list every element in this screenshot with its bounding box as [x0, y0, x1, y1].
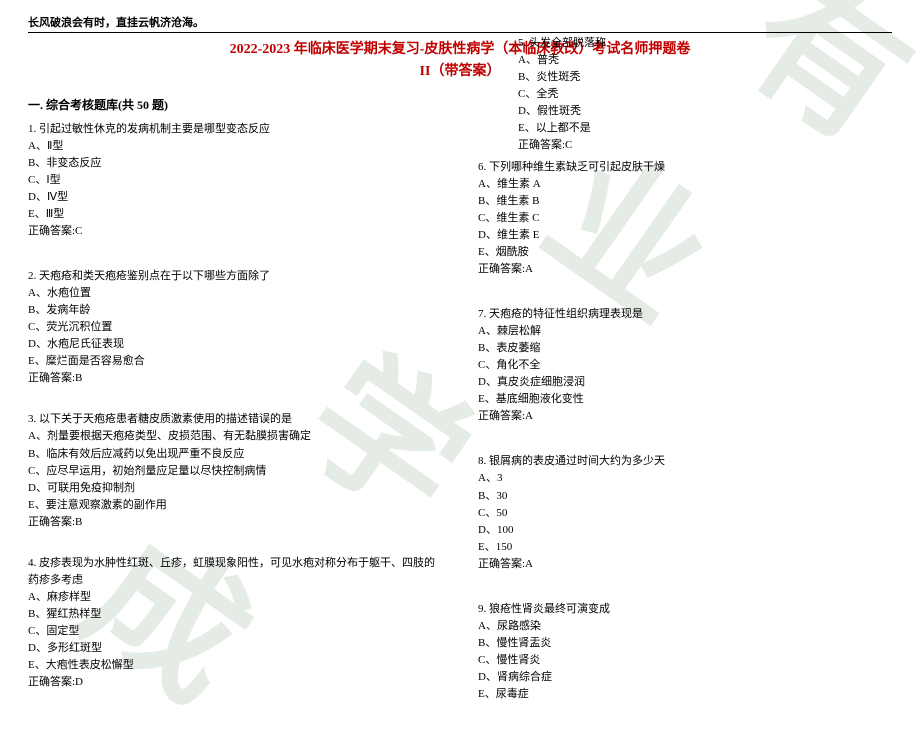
question-text: 3. 以下关于天疱疮患者糖皮质激素使用的描述错误的是	[28, 411, 442, 428]
question-text: 6. 下列哪种维生素缺乏可引起皮肤干燥	[478, 159, 892, 176]
option-e: E、Ⅲ型	[28, 206, 442, 223]
question-text: 9. 狼疮性肾炎最终可演变成	[478, 601, 892, 618]
option-d: D、真皮炎症细胞浸润	[478, 374, 892, 391]
question-text: 4. 皮疹表现为水肿性红斑、丘疹，虹膜现象阳性，可见水疱对称分布于躯干、四肢的药…	[28, 555, 442, 589]
option-e: E、以上都不是	[518, 120, 878, 137]
option-d: D、多形红斑型	[28, 640, 442, 657]
option-c: C、慢性肾炎	[478, 652, 892, 669]
question-4: 4. 皮疹表现为水肿性红斑、丘疹，虹膜现象阳性，可见水疱对称分布于躯干、四肢的药…	[28, 555, 442, 691]
question-text: 5. 头发全部脱落称	[518, 35, 878, 52]
option-b: B、发病年龄	[28, 302, 442, 319]
option-c: C、荧光沉积位置	[28, 319, 442, 336]
option-d: D、假性斑秃	[518, 103, 878, 120]
two-column-layout: 1. 引起过敏性休克的发病机制主要是哪型变态反应 A、Ⅱ型 B、非变态反应 C、…	[28, 121, 892, 721]
option-c: C、Ⅰ型	[28, 172, 442, 189]
question-text: 7. 天疱疮的特征性组织病理表现是	[478, 306, 892, 323]
question-5: 5. 头发全部脱落称 A、普秃 B、炎性斑秃 C、全秃 D、假性斑秃 E、以上都…	[518, 35, 878, 154]
question-6: 6. 下列哪种维生素缺乏可引起皮肤干燥 A、维生素 A B、维生素 B C、维生…	[478, 159, 892, 278]
option-b: B、表皮萎缩	[478, 340, 892, 357]
title-line-2: II（带答案）	[420, 64, 501, 79]
answer: 正确答案:A	[478, 556, 892, 573]
page-content: 长风破浪会有时，直挂云帆济沧海。 2022-2023 年临床医学期末复习-皮肤性…	[28, 14, 892, 721]
option-e: E、烟酰胺	[478, 244, 892, 261]
answer: 正确答案:C	[518, 137, 878, 154]
option-b: B、临床有效后应减药以免出现严重不良反应	[28, 446, 442, 463]
option-c: C、应尽早运用，初始剂量应足量以尽快控制病情	[28, 463, 442, 480]
option-a: A、Ⅱ型	[28, 138, 442, 155]
header-quote: 长风破浪会有时，直挂云帆济沧海。	[28, 14, 892, 30]
option-d: D、Ⅳ型	[28, 189, 442, 206]
option-a: A、剂量要根据天疱疮类型、皮损范围、有无黏膜损害确定	[28, 428, 442, 445]
option-a: A、普秃	[518, 52, 878, 69]
answer: 正确答案:A	[478, 261, 892, 278]
header-divider	[28, 32, 892, 33]
question-text: 1. 引起过敏性休克的发病机制主要是哪型变态反应	[28, 121, 442, 138]
option-c: C、固定型	[28, 623, 442, 640]
option-b: B、猩红热样型	[28, 606, 442, 623]
question-2: 2. 天疱疮和类天疱疮鉴别点在于以下哪些方面除了 A、水疱位置 B、发病年龄 C…	[28, 268, 442, 387]
answer: 正确答案:A	[478, 408, 892, 425]
option-a: A、尿路感染	[478, 618, 892, 635]
option-c: C、维生素 C	[478, 210, 892, 227]
option-a: A、维生素 A	[478, 176, 892, 193]
left-column: 1. 引起过敏性休克的发病机制主要是哪型变态反应 A、Ⅱ型 B、非变态反应 C、…	[28, 121, 442, 721]
option-c: C、角化不全	[478, 357, 892, 374]
option-b: B、30	[478, 488, 892, 505]
option-a: A、3	[478, 470, 892, 487]
option-d: D、维生素 E	[478, 227, 892, 244]
answer: 正确答案:B	[28, 370, 442, 387]
question-8: 8. 银屑病的表皮通过时间大约为多少天 A、3 B、30 C、50 D、100 …	[478, 453, 892, 572]
option-b: B、炎性斑秃	[518, 69, 878, 86]
question-3: 3. 以下关于天疱疮患者糖皮质激素使用的描述错误的是 A、剂量要根据天疱疮类型、…	[28, 411, 442, 530]
option-e: E、要注意观察激素的副作用	[28, 497, 442, 514]
question-text: 2. 天疱疮和类天疱疮鉴别点在于以下哪些方面除了	[28, 268, 442, 285]
option-d: D、100	[478, 522, 892, 539]
option-c: C、全秃	[518, 86, 878, 103]
question-1: 1. 引起过敏性休克的发病机制主要是哪型变态反应 A、Ⅱ型 B、非变态反应 C、…	[28, 121, 442, 240]
question-text: 8. 银屑病的表皮通过时间大约为多少天	[478, 453, 892, 470]
option-e: E、糜烂面是否容易愈合	[28, 353, 442, 370]
answer: 正确答案:C	[28, 223, 442, 240]
option-e: E、基底细胞液化变性	[478, 391, 892, 408]
option-a: A、水疱位置	[28, 285, 442, 302]
option-c: C、50	[478, 505, 892, 522]
option-b: B、维生素 B	[478, 193, 892, 210]
question-7: 7. 天疱疮的特征性组织病理表现是 A、棘层松解 B、表皮萎缩 C、角化不全 D…	[478, 306, 892, 425]
option-d: D、可联用免疫抑制剂	[28, 480, 442, 497]
option-e: E、大疱性表皮松懈型	[28, 657, 442, 674]
right-column: 6. 下列哪种维生素缺乏可引起皮肤干燥 A、维生素 A B、维生素 B C、维生…	[478, 121, 892, 721]
question-9: 9. 狼疮性肾炎最终可演变成 A、尿路感染 B、慢性肾盂炎 C、慢性肾炎 D、肾…	[478, 601, 892, 703]
option-e: E、150	[478, 539, 892, 556]
option-d: D、肾病综合症	[478, 669, 892, 686]
option-d: D、水疱尼氏征表现	[28, 336, 442, 353]
option-e: E、尿毒症	[478, 686, 892, 703]
option-b: B、慢性肾盂炎	[478, 635, 892, 652]
option-a: A、麻疹样型	[28, 589, 442, 606]
answer: 正确答案:D	[28, 674, 442, 691]
answer: 正确答案:B	[28, 514, 442, 531]
option-b: B、非变态反应	[28, 155, 442, 172]
option-a: A、棘层松解	[478, 323, 892, 340]
